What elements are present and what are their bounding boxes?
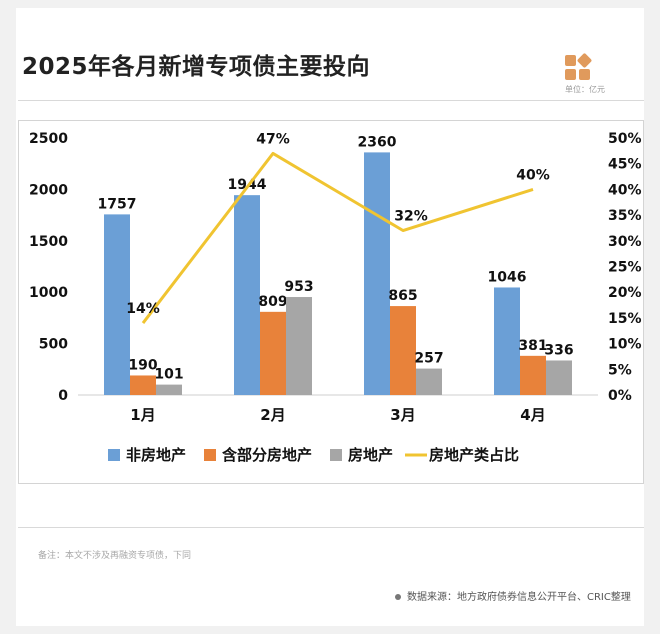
y-tick-label: 2000 bbox=[29, 182, 68, 198]
y2-tick-label: 20% bbox=[608, 285, 642, 301]
legend-label: 含部分房地产 bbox=[222, 446, 312, 464]
x-tick-label: 4月 bbox=[520, 406, 545, 424]
brand-logo-icon bbox=[565, 52, 593, 81]
y-tick-label: 500 bbox=[39, 337, 68, 353]
y-tick-label: 2500 bbox=[29, 131, 68, 147]
y2-tick-label: 35% bbox=[608, 208, 642, 224]
y2-tick-label: 45% bbox=[608, 157, 642, 173]
footer-divider bbox=[18, 527, 644, 528]
bar-value-label: 809 bbox=[258, 294, 287, 310]
header-divider bbox=[18, 100, 644, 101]
line-value-label: 32% bbox=[394, 209, 428, 225]
bar-2 bbox=[130, 375, 156, 395]
line-value-label: 14% bbox=[126, 301, 160, 317]
legend-swatch bbox=[204, 449, 216, 461]
y-tick-label: 1000 bbox=[29, 285, 68, 301]
y2-tick-label: 0% bbox=[608, 388, 632, 404]
unit-label: 单位：亿元 bbox=[565, 85, 605, 94]
source-text: 数据来源：地方政府债券信息公开平台、CRIC整理 bbox=[407, 592, 631, 603]
y2-tick-label: 5% bbox=[608, 362, 632, 378]
chart-frame bbox=[18, 120, 644, 484]
x-tick-label: 2月 bbox=[260, 406, 285, 424]
legend-swatch bbox=[330, 449, 342, 461]
legend-label: 非房地产 bbox=[126, 446, 186, 464]
bar-3 bbox=[416, 368, 442, 395]
share-line bbox=[141, 151, 534, 324]
source-line: 数据来源：地方政府债券信息公开平台、CRIC整理 bbox=[395, 588, 631, 603]
y2-tick-label: 15% bbox=[608, 311, 642, 327]
y2-tick-label: 10% bbox=[608, 337, 642, 353]
bar-value-label: 953 bbox=[284, 279, 313, 295]
bar-value-label: 1046 bbox=[488, 269, 527, 285]
bar-value-label: 865 bbox=[388, 288, 417, 304]
y-tick-label: 1500 bbox=[29, 234, 68, 250]
bar-value-label: 381 bbox=[518, 338, 547, 354]
y2-tick-label: 40% bbox=[608, 182, 642, 198]
bar-value-label: 2360 bbox=[358, 134, 397, 150]
x-tick-label: 1月 bbox=[130, 406, 155, 424]
bar-1 bbox=[104, 214, 130, 395]
legend-label: 房地产 bbox=[348, 446, 393, 464]
bar-3 bbox=[546, 360, 572, 395]
legend-label: 房地产类占比 bbox=[429, 446, 519, 464]
bar-3 bbox=[156, 384, 182, 395]
y-tick-label: 0 bbox=[58, 388, 68, 404]
bullet-icon bbox=[395, 594, 401, 600]
bar-1 bbox=[494, 287, 520, 395]
legend-swatch bbox=[108, 449, 120, 461]
footnote: 备注：本文不涉及再融资专项债，下同 bbox=[38, 551, 192, 561]
line-value-label: 47% bbox=[256, 131, 290, 147]
bar-value-label: 257 bbox=[414, 351, 443, 367]
bar-2 bbox=[520, 355, 546, 395]
x-tick-label: 3月 bbox=[390, 406, 415, 424]
bar-3 bbox=[286, 297, 312, 395]
page-title: 2025年各月新增专项债主要投向 bbox=[22, 54, 371, 80]
bar-value-label: 190 bbox=[128, 357, 157, 373]
y2-tick-label: 50% bbox=[608, 131, 642, 147]
bar-1 bbox=[364, 152, 390, 395]
bar-1 bbox=[234, 195, 260, 395]
bar-2 bbox=[260, 311, 286, 395]
bar-value-label: 101 bbox=[154, 367, 183, 383]
bar-value-label: 336 bbox=[544, 342, 573, 358]
line-value-label: 40% bbox=[516, 167, 550, 183]
y2-tick-label: 25% bbox=[608, 260, 642, 276]
bar-2 bbox=[390, 306, 416, 395]
bar-value-label: 1757 bbox=[98, 196, 137, 212]
y2-tick-label: 30% bbox=[608, 234, 642, 250]
